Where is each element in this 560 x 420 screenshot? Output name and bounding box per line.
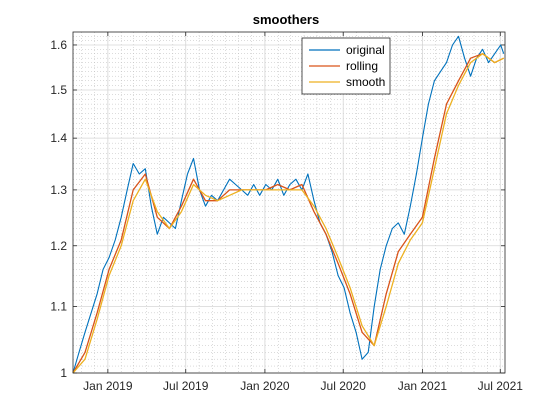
x-tick-label: Jul 2021 [478,379,524,393]
axes-box [72,31,506,374]
y-tick-label: 1.3 [50,183,67,197]
plot-area [73,32,505,373]
x-tick-label: Jan 2021 [398,379,448,393]
x-tick-label: Jan 2019 [83,379,133,393]
y-tick-label: 1 [60,366,67,380]
legend-label-original: original [346,43,385,57]
series-line-smooth [72,53,504,374]
y-tick-label: 1.5 [50,83,67,97]
y-tick-label: 1.4 [50,131,67,145]
x-tick-label: Jul 2020 [321,379,367,393]
y-tick-label: 1.6 [50,38,67,52]
minor-grid [73,32,505,373]
y-tick-label: 1.1 [50,299,67,313]
x-tick-label: Jul 2019 [163,379,209,393]
series-line-original [72,35,505,374]
x-tick-label: Jan 2020 [240,379,290,393]
legend-label-rolling: rolling [346,59,378,73]
ticks-layer: 1 1.1 1.2 1.3 1.4 1.5 1.6 Jan 2019 Jul 2019 Jan 2… [50,32,523,393]
chart-title: smoothers [253,12,319,27]
series-layer [72,35,505,374]
legend[interactable]: original rolling smooth [301,37,391,95]
y-tick-label: 1.2 [50,239,67,253]
legend-label-smooth: smooth [346,75,385,89]
